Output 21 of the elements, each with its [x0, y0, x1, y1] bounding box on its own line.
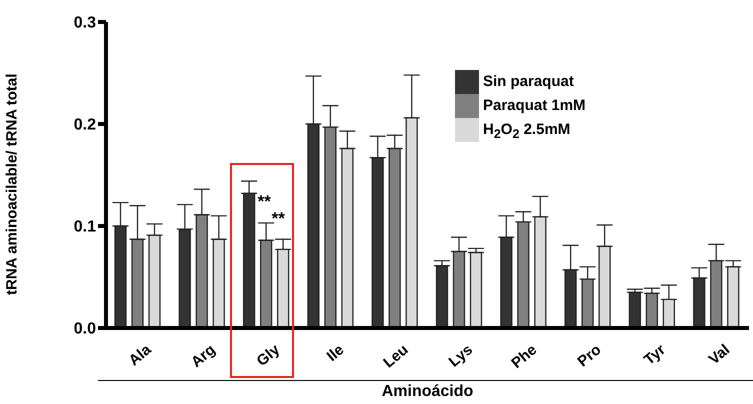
x-axis-title: Aminoácido [380, 383, 474, 401]
x-tick-label: Ala [126, 340, 155, 370]
x-tick-label: Pro [574, 341, 605, 370]
x-tick-label: Arg [188, 341, 219, 371]
x-tick-label: Gly [254, 340, 284, 370]
annotation: ** [272, 208, 285, 228]
legend-label: H$_{2}$O$_{2}$ 2.5mM [483, 120, 570, 141]
y-tick-label: 0.0 [74, 320, 96, 338]
y-tick-label: 0.3 [74, 14, 96, 32]
x-tick-label: Phe [508, 341, 540, 372]
x-tick-label: Ile [324, 341, 348, 365]
y-tick-label: 0.1 [74, 218, 96, 236]
x-tick-label: Tyr [640, 341, 669, 369]
x-tick-label: Val [706, 341, 734, 368]
legend-label: Paraquat 1mM [483, 96, 586, 114]
legend-label: Sin paraquat [483, 72, 574, 90]
x-tick-label: Leu [380, 341, 412, 372]
annotation: ** [258, 192, 271, 211]
y-axis-title: tRNA aminoacilable/ tRNA total [3, 74, 20, 295]
y-tick-label: 0.2 [74, 116, 96, 134]
x-tick-label: Lys [446, 341, 476, 371]
